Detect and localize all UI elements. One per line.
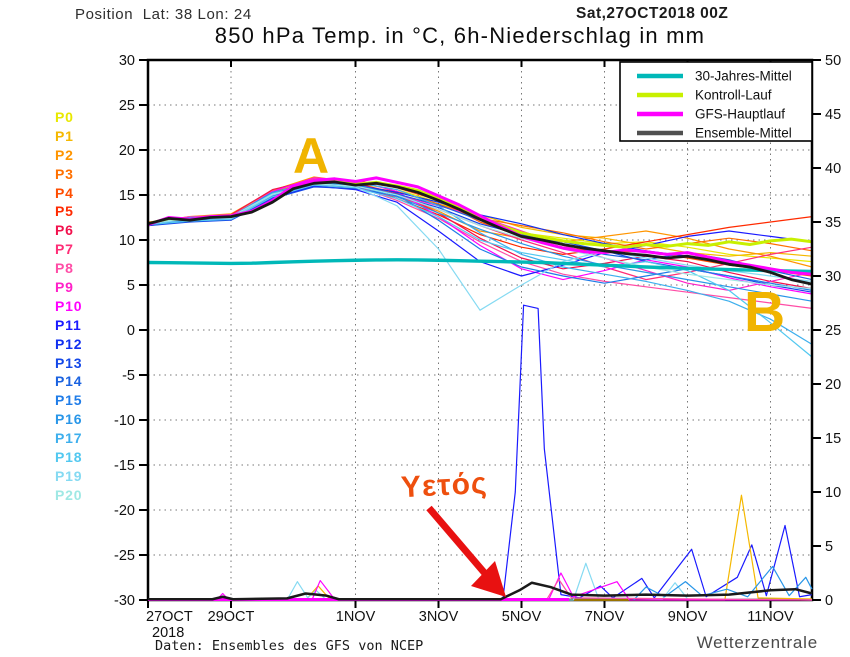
svg-text:5NOV: 5NOV <box>502 609 542 625</box>
svg-text:5: 5 <box>825 539 833 555</box>
svg-text:2018: 2018 <box>152 625 184 641</box>
precip-line-Ensemble-Mittel <box>148 581 813 601</box>
rain-arrow-head <box>471 561 506 597</box>
member-label-P12: P12 <box>55 335 83 352</box>
member-label-P15: P15 <box>55 392 83 409</box>
svg-text:-10: -10 <box>114 413 135 429</box>
member-label-P2: P2 <box>55 146 74 163</box>
rain-annotation-label: Υετός <box>400 466 489 505</box>
member-label-P0: P0 <box>55 109 74 125</box>
temp-line-P18 <box>147 184 813 358</box>
run-datetime: Sat,27OCT2018 00Z <box>576 5 729 22</box>
temp-line-P20 <box>147 183 813 290</box>
member-label-P16: P16 <box>55 411 83 428</box>
member-label-P5: P5 <box>55 203 74 220</box>
svg-text:0: 0 <box>825 593 833 609</box>
member-label-P4: P4 <box>55 184 74 201</box>
temp-line-mean30y <box>147 258 813 274</box>
member-label-P14: P14 <box>55 373 83 390</box>
svg-text:-20: -20 <box>114 503 135 519</box>
temp-line-P9 <box>147 181 813 291</box>
svg-text:-5: -5 <box>122 368 135 384</box>
position-label: Position Lat: 38 Lon: 24 <box>75 6 252 23</box>
svg-text:20: 20 <box>119 143 135 159</box>
precip-line-P11 <box>502 304 813 601</box>
svg-text:1NOV: 1NOV <box>336 609 376 625</box>
member-label-P9: P9 <box>55 279 74 296</box>
svg-text:25: 25 <box>119 98 135 114</box>
svg-text:3NOV: 3NOV <box>419 609 459 625</box>
svg-text:Kontroll-Lauf: Kontroll-Lauf <box>695 88 772 103</box>
brand-text: Wetterzentrale <box>696 633 818 652</box>
svg-text:10: 10 <box>825 485 841 501</box>
temp-line-ens_mean <box>147 180 813 286</box>
chart-title: 850 hPa Temp. in °C, 6h-Niederschlag in … <box>214 23 706 48</box>
member-label-P6: P6 <box>55 222 74 239</box>
annotation-a: A <box>293 128 330 184</box>
svg-text:15: 15 <box>825 431 841 447</box>
svg-text:25: 25 <box>825 323 841 339</box>
svg-text:-25: -25 <box>114 548 135 564</box>
member-label-P10: P10 <box>55 297 83 314</box>
svg-text:15: 15 <box>119 188 135 204</box>
svg-text:0: 0 <box>127 323 135 339</box>
svg-text:50: 50 <box>825 53 841 69</box>
svg-text:29OCT: 29OCT <box>208 609 255 625</box>
member-label-P3: P3 <box>55 165 74 182</box>
member-label-P20: P20 <box>55 486 83 503</box>
svg-text:11NOV: 11NOV <box>747 609 794 625</box>
rain-arrow-shaft <box>426 505 491 580</box>
precip-line-P8 <box>545 578 813 601</box>
member-label-P8: P8 <box>55 260 74 277</box>
svg-text:-15: -15 <box>114 458 135 474</box>
svg-text:20: 20 <box>825 377 841 393</box>
temp-line-P19 <box>147 182 813 311</box>
svg-text:Ensemble-Mittel: Ensemble-Mittel <box>695 126 792 141</box>
precip-line-P19 <box>286 562 813 601</box>
member-label-P19: P19 <box>55 467 83 484</box>
member-label-P7: P7 <box>55 241 74 258</box>
svg-text:-30: -30 <box>114 593 135 609</box>
member-label-P11: P11 <box>55 316 82 333</box>
svg-text:27OCT: 27OCT <box>146 609 193 625</box>
ensemble-member-list: P0 P1 P2 P3 P4 P5 P6 P7 P8 P9 P10 P11 P12 P13 P14 P15 P1… <box>55 108 82 505</box>
svg-text:5: 5 <box>127 278 135 294</box>
svg-text:30: 30 <box>119 53 135 69</box>
svg-text:30: 30 <box>825 269 841 285</box>
temp-line-P6 <box>147 179 813 290</box>
svg-text:35: 35 <box>825 215 841 231</box>
svg-text:45: 45 <box>825 107 841 123</box>
svg-text:9NOV: 9NOV <box>668 609 708 625</box>
precip-line-P1 <box>305 494 813 601</box>
svg-text:7NOV: 7NOV <box>585 609 625 625</box>
svg-text:40: 40 <box>825 161 841 177</box>
member-label-P13: P13 <box>55 354 83 371</box>
svg-text:30-Jahres-Mittel: 30-Jahres-Mittel <box>695 69 792 84</box>
svg-text:GFS-Hauptlauf: GFS-Hauptlauf <box>695 107 785 122</box>
member-label-P1: P1 <box>55 127 74 144</box>
temp-line-P14 <box>147 183 813 281</box>
member-label-P18: P18 <box>55 449 83 466</box>
data-source-text: Daten: Ensembles des GFS von NCEP <box>155 638 424 654</box>
annotation-b: B <box>744 280 786 344</box>
svg-text:10: 10 <box>119 233 135 249</box>
member-label-P17: P17 <box>55 430 83 447</box>
temp-line-P16 <box>147 181 813 302</box>
